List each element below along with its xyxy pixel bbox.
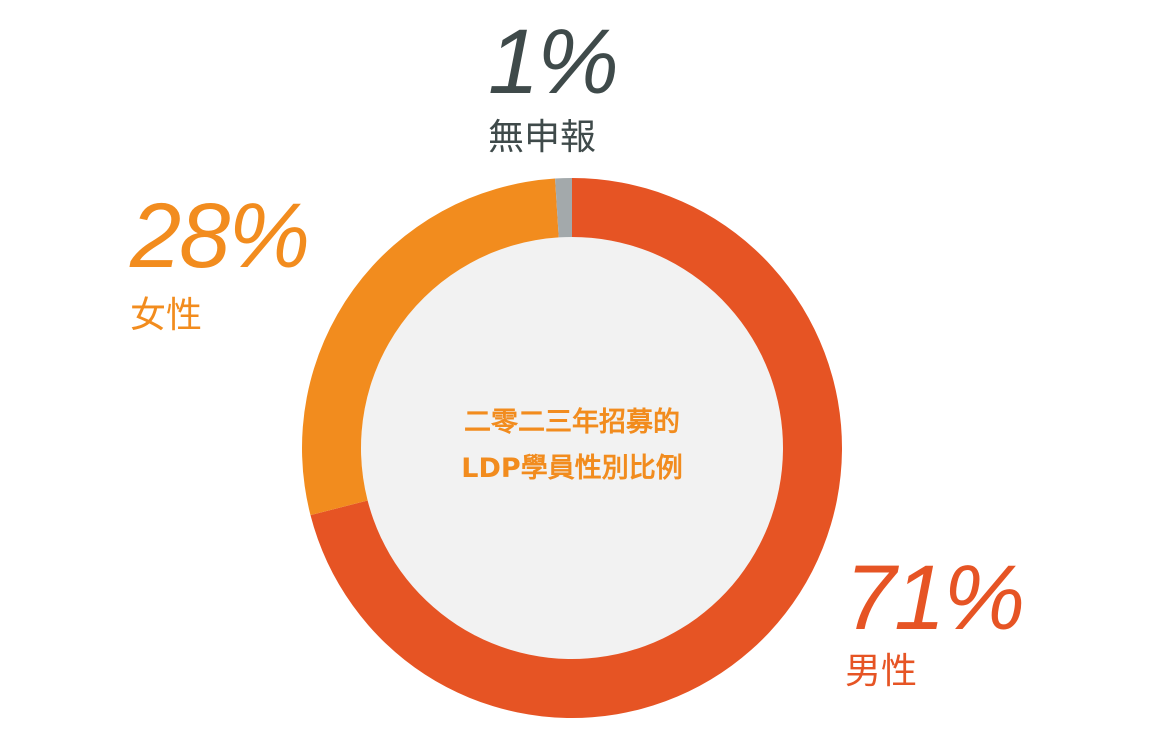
chart-title-line-2: LDP學員性別比例 xyxy=(461,453,683,484)
slice-label-value-undeclared: 1% xyxy=(488,11,619,113)
slice-undeclared xyxy=(555,178,572,238)
slice-label-category-female: 女性 xyxy=(130,295,203,336)
slice-label-category-undeclared: 無申報 xyxy=(488,117,597,158)
chart-title: 二零二三年招募的 LDP學員性別比例 xyxy=(372,400,772,492)
donut-center xyxy=(361,237,783,659)
slices xyxy=(302,178,842,718)
chart-title-line-1: 二零二三年招募的 xyxy=(464,407,680,438)
slice-label-category-male: 男性 xyxy=(845,651,918,692)
slice-label-value-female: 28% xyxy=(130,185,310,287)
slice-female xyxy=(302,178,559,516)
slice-label-value-male: 71% xyxy=(845,547,1025,649)
